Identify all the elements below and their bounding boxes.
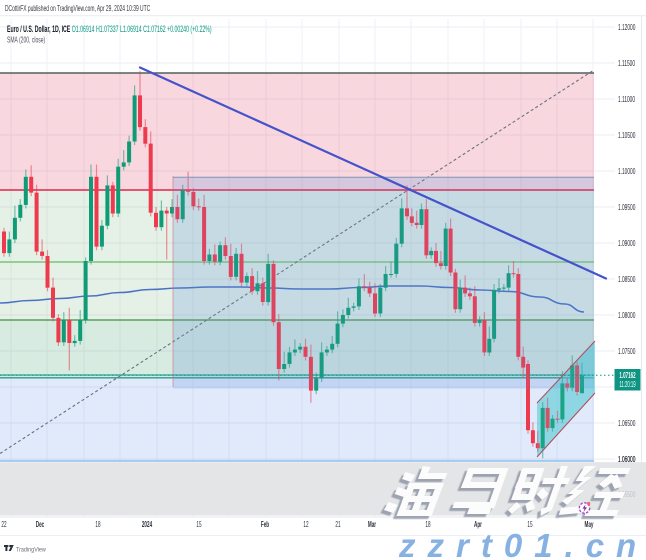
svg-text:1.06000: 1.06000 xyxy=(618,456,635,465)
svg-text:May: May xyxy=(584,521,593,530)
svg-text:12: 12 xyxy=(303,521,308,530)
svg-text:11:20:19: 11:20:19 xyxy=(619,381,636,390)
svg-text:1.10500: 1.10500 xyxy=(618,132,635,141)
svg-text:1.06500: 1.06500 xyxy=(618,420,635,429)
svg-text:zzrt01.cn: zzrt01.cn xyxy=(398,527,646,560)
svg-text:1.09000: 1.09000 xyxy=(618,240,635,249)
svg-text:15: 15 xyxy=(196,521,201,530)
svg-text:Feb: Feb xyxy=(261,521,269,530)
svg-text:1.11000: 1.11000 xyxy=(618,96,635,105)
svg-text:1.05500: 1.05500 xyxy=(618,491,635,500)
svg-text:22: 22 xyxy=(1,521,6,530)
svg-text:1.08000: 1.08000 xyxy=(618,312,635,321)
svg-text:21: 21 xyxy=(335,521,340,530)
svg-text:1.07162: 1.07162 xyxy=(619,372,636,381)
svg-text:Apr: Apr xyxy=(474,521,482,530)
svg-text:1.10000: 1.10000 xyxy=(618,168,635,177)
svg-text:zzrt01.cn: zzrt01.cn xyxy=(396,525,646,560)
svg-text:1.08500: 1.08500 xyxy=(618,276,635,285)
svg-text:DCottirFX published on Trading: DCottirFX published on TradingView.com, … xyxy=(5,5,150,13)
svg-text:18: 18 xyxy=(95,521,100,530)
svg-text:Dec: Dec xyxy=(36,521,45,530)
svg-text:Euro / U.S. Dollar, 1D, ICE O: Euro / U.S. Dollar, 1D, ICE O1.06914 H1.… xyxy=(7,23,212,34)
svg-text:SMA (200, close): SMA (200, close) xyxy=(7,36,45,45)
svg-text:1.06000: 1.06000 xyxy=(618,456,635,465)
svg-text:1.09500: 1.09500 xyxy=(618,204,635,213)
svg-text:1.11500: 1.11500 xyxy=(618,60,635,69)
svg-text:1.07500: 1.07500 xyxy=(618,348,635,357)
svg-text:15: 15 xyxy=(527,521,532,530)
svg-text:1.12000: 1.12000 xyxy=(618,24,635,33)
svg-text:18: 18 xyxy=(425,521,430,530)
svg-text:Mar: Mar xyxy=(368,521,377,530)
svg-text:TradingView: TradingView xyxy=(16,546,46,554)
svg-text:2024: 2024 xyxy=(142,521,153,530)
